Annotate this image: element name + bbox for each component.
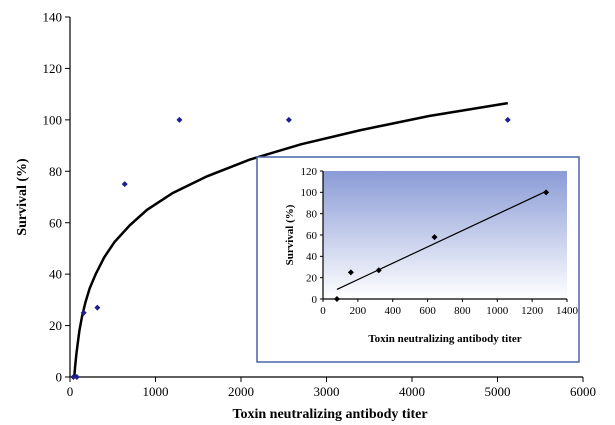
main-axes (65, 16, 584, 382)
y-axis-title: Survival (%) (15, 158, 30, 236)
data-point (121, 181, 128, 188)
data-point (94, 304, 101, 311)
inset-plot-area (323, 171, 567, 299)
y-tick-label: 120 (43, 61, 63, 76)
data-point (73, 374, 80, 380)
x-tick-label: 0 (67, 384, 74, 399)
y-tick-label: 100 (301, 187, 318, 199)
x-tick-label: 3000 (314, 384, 340, 399)
inset-x-axis-title: Toxin neutralizing antibody titer (368, 333, 521, 345)
x-tick-label: 2000 (228, 384, 254, 399)
y-tick-label: 20 (306, 273, 318, 285)
data-point (176, 116, 183, 123)
inset-y-axis-title: Survival (%) (284, 204, 296, 265)
y-tick-label: 80 (49, 164, 62, 179)
data-point (375, 267, 382, 274)
x-tick-label: 6000 (570, 384, 596, 399)
x-axis-title: Toxin neutralizing antibody titer (232, 407, 427, 422)
y-tick-label: 60 (306, 230, 318, 242)
y-tick-label: 80 (306, 209, 318, 221)
x-tick-label: 800 (454, 305, 471, 317)
data-point (431, 234, 438, 241)
y-tick-label: 60 (49, 215, 62, 230)
inset-axes (320, 170, 568, 302)
x-tick-label: 1000 (143, 384, 169, 399)
fit-line (73, 101, 509, 377)
x-tick-label: 1200 (521, 305, 544, 317)
x-tick-label: 5000 (485, 384, 511, 399)
x-tick-label: 200 (350, 305, 367, 317)
y-tick-label: 0 (56, 370, 63, 385)
x-tick-label: 1400 (556, 305, 579, 317)
y-tick-label: 40 (49, 267, 62, 282)
fit-line (336, 190, 547, 290)
data-point (543, 189, 550, 196)
inset-fit-line (336, 190, 547, 290)
x-tick-label: 400 (384, 305, 401, 317)
data-point (504, 116, 511, 123)
y-tick-label: 40 (306, 251, 318, 263)
data-point (285, 116, 292, 123)
main-fit-curve (73, 101, 509, 377)
y-tick-label: 100 (43, 112, 63, 127)
data-point (80, 309, 87, 316)
y-tick-label: 140 (43, 10, 63, 25)
data-point (347, 269, 354, 276)
y-tick-label: 0 (312, 294, 318, 306)
x-tick-label: 600 (419, 305, 436, 317)
data-point (333, 296, 340, 302)
y-tick-label: 20 (49, 318, 62, 333)
inset-data-points (333, 189, 550, 302)
x-tick-label: 1000 (486, 305, 509, 317)
x-tick-label: 0 (320, 305, 326, 317)
main-data-points (70, 116, 511, 380)
data-point (70, 374, 77, 380)
x-tick-label: 4000 (399, 384, 425, 399)
y-tick-label: 120 (301, 166, 318, 178)
